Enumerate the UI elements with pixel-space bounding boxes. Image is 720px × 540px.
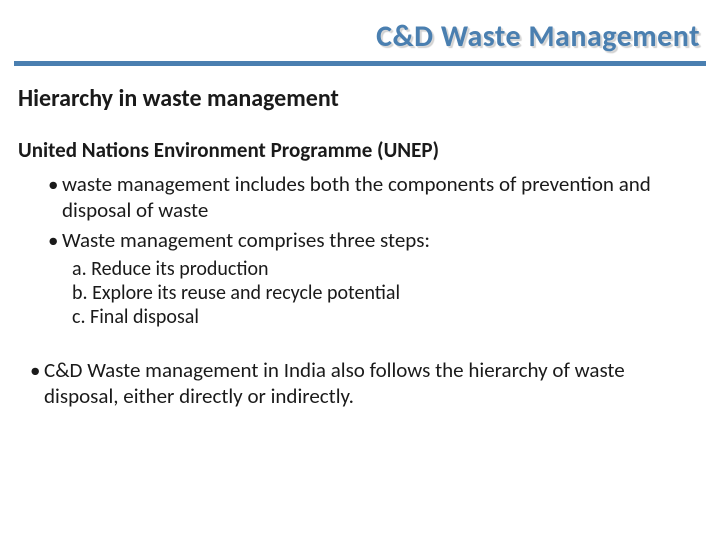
sub-heading: United Nations Environment Programme (UN…: [18, 137, 692, 163]
step-item: b. Explore its reuse and recycle potenti…: [72, 281, 692, 305]
bullet-icon: •: [48, 227, 62, 253]
steps-list: a. Reduce its production b. Explore its …: [18, 257, 692, 329]
bullet-icon: •: [48, 171, 62, 223]
bullet-item: • waste management includes both the com…: [48, 171, 692, 223]
bullet-text: Waste management comprises three steps:: [62, 227, 430, 253]
step-item: a. Reduce its production: [72, 257, 692, 281]
bullet-item: • Waste management comprises three steps…: [48, 227, 692, 253]
closing-block: • C&D Waste management in India also fol…: [18, 357, 692, 409]
closing-text: C&D Waste management in India also follo…: [44, 357, 692, 409]
slide-title: C&D Waste Management: [376, 18, 700, 55]
content-area: Hierarchy in waste management United Nat…: [0, 66, 720, 409]
step-item: c. Final disposal: [72, 305, 692, 329]
bullet-icon: •: [30, 357, 44, 409]
bullet-list: • waste management includes both the com…: [18, 171, 692, 253]
bullet-text: waste management includes both the compo…: [62, 171, 692, 223]
section-heading: Hierarchy in waste management: [18, 84, 692, 113]
